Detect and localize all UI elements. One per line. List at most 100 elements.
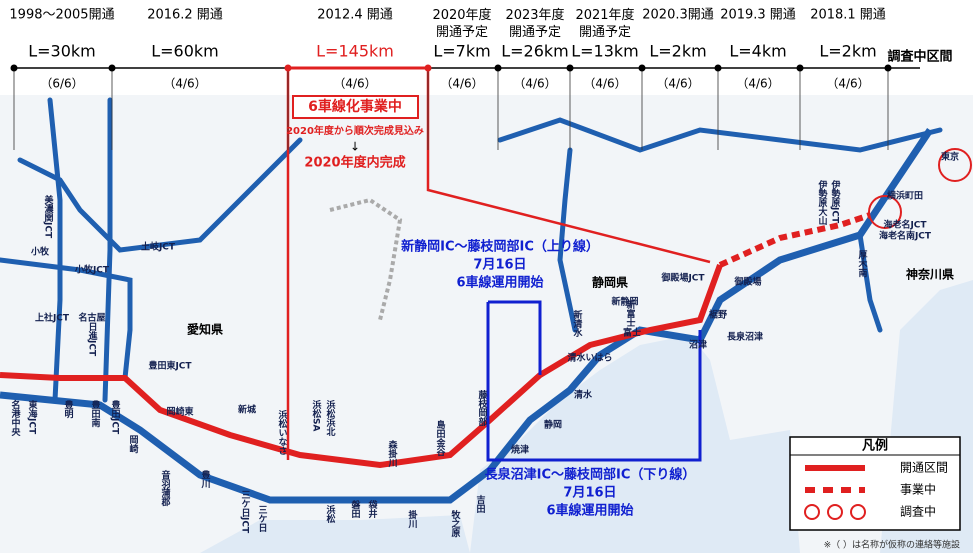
road: [557, 147, 578, 333]
legend-title: 凡例: [862, 438, 888, 454]
place-label: 東京: [941, 151, 959, 163]
place-label: 音羽蒲郡: [160, 469, 172, 507]
place-label: 森掛川: [387, 439, 399, 468]
opened-date: 2020年度開通予定: [432, 7, 491, 40]
callout-title: 長泉沼津IC～藤枝岡部IC（下り線）: [485, 467, 696, 483]
opened-date: 2020.3開通: [642, 8, 714, 23]
place-label: 岡崎東: [166, 406, 193, 418]
road: [857, 232, 883, 333]
section-length: L=30km: [28, 42, 96, 61]
place-label: 小牧: [30, 246, 50, 258]
callout-arrow: ↓: [350, 140, 360, 154]
road: [497, 117, 943, 153]
place-label: 御殿場: [733, 276, 761, 288]
legend-swatch: [850, 504, 866, 520]
place-label: 三ケ日: [257, 505, 268, 533]
place-label: 静岡: [544, 419, 562, 431]
shin-tomei-expressway: [0, 263, 723, 469]
opened-date: 2018.1 開通: [810, 8, 886, 23]
legend-item: 開通区間: [900, 461, 948, 475]
place-label: 豊川: [200, 469, 212, 489]
callout-box: [292, 95, 419, 119]
legend-item: 事業中: [900, 482, 936, 497]
callout-title: 6車線化事業中: [308, 98, 402, 115]
place-label: 岡崎: [128, 435, 139, 454]
place-label: 浜松浜北: [325, 399, 336, 437]
place-label: 新静岡: [611, 296, 638, 308]
tick-dot: [566, 64, 574, 72]
upbound-bracket: [488, 300, 542, 375]
section-length: L=7km: [433, 42, 490, 61]
legend-item: 調査中: [900, 504, 936, 519]
opened-date: 2023年度開通予定: [505, 7, 564, 40]
place-label: 横浜町田: [887, 190, 923, 202]
place-label: 新富士: [625, 299, 636, 327]
callout-result: 2020年度内完成: [304, 155, 405, 171]
place-label: 新清水: [572, 309, 583, 338]
place-label: 沼津: [689, 339, 707, 351]
tick-dot: [638, 64, 646, 72]
lane-count: （4/6）: [656, 77, 699, 91]
callout-date: 7月16日: [563, 486, 616, 501]
callout-status: 6車線運用開始: [456, 275, 543, 291]
callout-status: 6車線運用開始: [546, 503, 633, 519]
tick-dot: [494, 64, 502, 72]
lane-count: （4/6）: [333, 77, 376, 91]
opened-date: 1998～2005開通: [9, 8, 114, 23]
callout-title: 新静岡IC～藤枝岡部IC（上り線）: [401, 239, 599, 255]
place-label: 海老名南JCT: [879, 230, 932, 242]
place-label: 焼津: [511, 444, 529, 456]
prefecture-label: 愛知県: [187, 322, 223, 337]
section-length: L=13km: [571, 42, 639, 61]
road: [0, 257, 133, 381]
tick-dot: [10, 64, 18, 72]
prefecture-label: 神奈川県: [906, 267, 954, 282]
opened-date: 2021年度開通予定: [575, 7, 634, 40]
place-label: 三ケ日JCT: [240, 490, 251, 534]
place-label: 豊田東JCT: [148, 360, 192, 372]
road: [47, 97, 63, 403]
legend-swatch: [804, 504, 820, 520]
place-label: 磐田: [350, 499, 362, 519]
callout-date: 7月16日: [473, 258, 526, 273]
place-label: 美濃関JCT: [43, 194, 54, 239]
road: [102, 97, 113, 403]
legend-swatch: [827, 504, 843, 520]
place-label: 浜松SA: [311, 399, 322, 432]
opened-date: 2016.2 開通: [147, 8, 223, 23]
place-label: 裾野: [709, 309, 727, 321]
place-label: 牧之原: [450, 509, 461, 538]
place-label: 御殿場JCT: [660, 272, 705, 284]
place-label: 豊田南: [90, 399, 101, 428]
place-label: 島田金谷: [435, 419, 447, 457]
lane-count: （6/6）: [40, 77, 83, 91]
tick-dot: [284, 64, 292, 72]
place-label: 名港中央: [10, 399, 21, 437]
place-label: 長泉沼津: [727, 331, 763, 343]
place-label: 上社JCT: [35, 312, 70, 324]
place-label: 富士: [623, 327, 641, 339]
tick-dot: [714, 64, 722, 72]
tick-dot: [108, 64, 116, 72]
survey-circle: [938, 148, 972, 182]
lane-count: （4/6）: [583, 77, 626, 91]
downbound-bracket: [486, 302, 702, 462]
opened-date: 2012.4 開通: [317, 8, 393, 23]
place-label: 清水: [574, 389, 593, 401]
survey-circle: [868, 195, 902, 229]
place-label: 清水いはら: [567, 352, 612, 364]
footnote: ※（ ）は名称が仮称の連絡等施設: [824, 539, 960, 551]
sea: [200, 515, 470, 553]
place-label: 藤枝岡部: [477, 389, 489, 427]
tick-dot: [424, 64, 432, 72]
place-label: 浜松いなさ: [277, 409, 288, 455]
place-label: 名古屋: [78, 312, 105, 324]
callout-note: 2020年度から順次完成見込み: [286, 124, 424, 137]
place-label: 浜松: [325, 504, 336, 524]
place-label: 豊明: [63, 399, 74, 419]
place-label: 日進JCT: [87, 322, 98, 357]
section-length: L=4km: [729, 42, 786, 61]
place-label: 厚木南: [857, 250, 869, 278]
